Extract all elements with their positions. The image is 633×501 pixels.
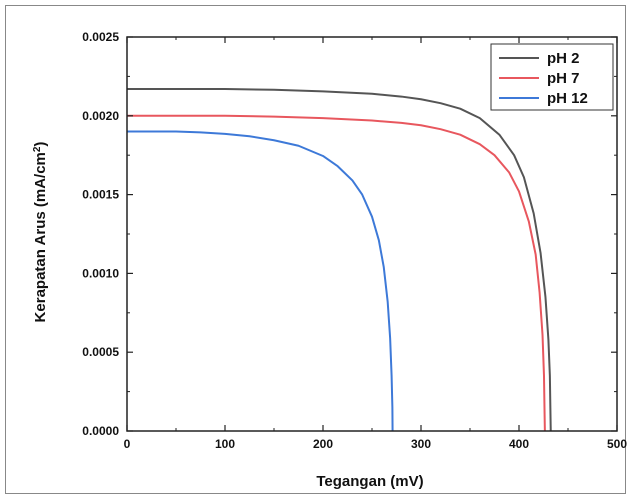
x-tick-label: 500 (607, 437, 627, 451)
legend: pH 2 pH 7 pH 12 (490, 43, 614, 111)
axes-layer: 0 100 200 300 400 500 0.0000 0.0005 0.0010 0.0015… (82, 30, 627, 451)
y-axis-title-close: ) (32, 142, 49, 147)
x-tick-label: 0 (124, 437, 131, 451)
y-tick-label: 0.0005 (82, 345, 119, 359)
x-tick-label: 300 (411, 437, 431, 451)
y-tick-label: 0.0015 (82, 188, 119, 202)
y-axis-title-superscript: 2 (32, 146, 43, 152)
legend-label-1: pH 2 (547, 50, 580, 67)
y-tick-label: 0.0020 (82, 109, 119, 123)
legend-label-2: pH 7 (547, 70, 580, 87)
series-line-3 (127, 130, 394, 432)
y-tick-label: 0.0000 (82, 424, 119, 438)
y-tick-label: 0.0010 (82, 266, 119, 280)
legend-label-3: pH 12 (547, 90, 588, 107)
x-axis-title: Tegangan (mV) (316, 473, 423, 490)
y-tick-label: 0.0025 (82, 30, 119, 44)
series-line-2 (127, 114, 546, 432)
series-layer (127, 88, 552, 432)
x-tick-label: 100 (215, 437, 235, 451)
x-tick-label: 400 (509, 437, 529, 451)
y-axis-title-main: Kerapatan Arus (mA/cm (32, 152, 49, 322)
series-line-1 (127, 88, 552, 432)
x-tick-label: 200 (313, 437, 333, 451)
y-axis-title: Kerapatan Arus (mA/cm2) (32, 142, 50, 323)
